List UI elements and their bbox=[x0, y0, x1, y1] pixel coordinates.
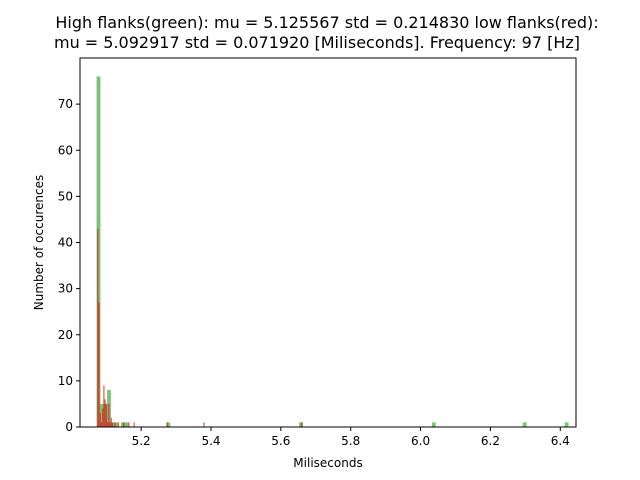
low-flanks-bar bbox=[106, 422, 109, 427]
high-flanks-bar bbox=[114, 422, 118, 427]
x-tick-label: 5.2 bbox=[132, 434, 151, 448]
y-tick-label: 70 bbox=[58, 97, 73, 111]
high-flanks-bar bbox=[96, 76, 101, 427]
low-flanks-bar bbox=[109, 422, 111, 427]
high-flanks-bar bbox=[299, 422, 304, 427]
low-flanks-bar bbox=[114, 422, 116, 427]
y-tick-label: 50 bbox=[58, 189, 73, 203]
low-flanks-bar bbox=[100, 422, 103, 427]
x-tick-label: 6.0 bbox=[411, 434, 430, 448]
low-flanks-bar bbox=[102, 408, 104, 427]
x-axis-ticks: 5.2 5.4 5.6 5.8 6.0 6.2 6.4 bbox=[132, 427, 570, 448]
high-flanks-bar bbox=[522, 422, 527, 427]
y-tick-label: 10 bbox=[58, 374, 73, 388]
high-flanks-bar bbox=[124, 422, 129, 427]
y-tick-label: 60 bbox=[58, 143, 73, 157]
high-flanks-bar bbox=[564, 422, 569, 427]
low-flanks-bar bbox=[128, 422, 130, 427]
low-flanks-bars bbox=[97, 228, 303, 427]
low-flanks-bar bbox=[133, 422, 135, 427]
low-flanks-bar bbox=[104, 399, 106, 427]
chart-title-line1: High flanks(green): mu = 5.125567 std = … bbox=[55, 13, 598, 32]
y-tick-label: 0 bbox=[65, 420, 73, 434]
low-flanks-bar bbox=[99, 413, 101, 427]
y-tick-label: 20 bbox=[58, 328, 73, 342]
high-flanks-bar bbox=[166, 422, 171, 427]
low-flanks-bar bbox=[105, 403, 107, 427]
low-flanks-bar bbox=[103, 385, 105, 427]
high-flanks-bar bbox=[431, 422, 436, 427]
low-flanks-bar bbox=[110, 417, 112, 427]
x-tick-label: 6.4 bbox=[551, 434, 570, 448]
y-axis-ticks: 0 10 20 30 40 50 60 70 bbox=[58, 97, 80, 434]
x-tick-label: 6.2 bbox=[481, 434, 500, 448]
y-axis-label: Number of occurences bbox=[32, 175, 46, 310]
low-flanks-bar bbox=[166, 422, 168, 427]
low-flanks-bar bbox=[301, 422, 303, 427]
low-flanks-bar bbox=[123, 422, 125, 427]
x-tick-label: 5.4 bbox=[201, 434, 220, 448]
low-flanks-bar bbox=[117, 422, 120, 427]
x-tick-label: 5.8 bbox=[341, 434, 360, 448]
x-tick-label: 5.6 bbox=[271, 434, 290, 448]
low-flanks-bar bbox=[203, 422, 205, 427]
chart-title-line2: mu = 5.092917 std = 0.071920 [Milisecond… bbox=[54, 33, 580, 52]
low-flanks-bar bbox=[97, 228, 99, 427]
low-flanks-bar bbox=[111, 422, 114, 427]
y-tick-label: 30 bbox=[58, 282, 73, 296]
x-axis-label: Miliseconds bbox=[293, 456, 362, 470]
y-tick-label: 40 bbox=[58, 236, 73, 250]
low-flanks-bar bbox=[98, 302, 100, 427]
high-flanks-bar bbox=[100, 403, 104, 427]
low-flanks-bar bbox=[108, 403, 110, 427]
high-flanks-bar bbox=[121, 422, 125, 427]
